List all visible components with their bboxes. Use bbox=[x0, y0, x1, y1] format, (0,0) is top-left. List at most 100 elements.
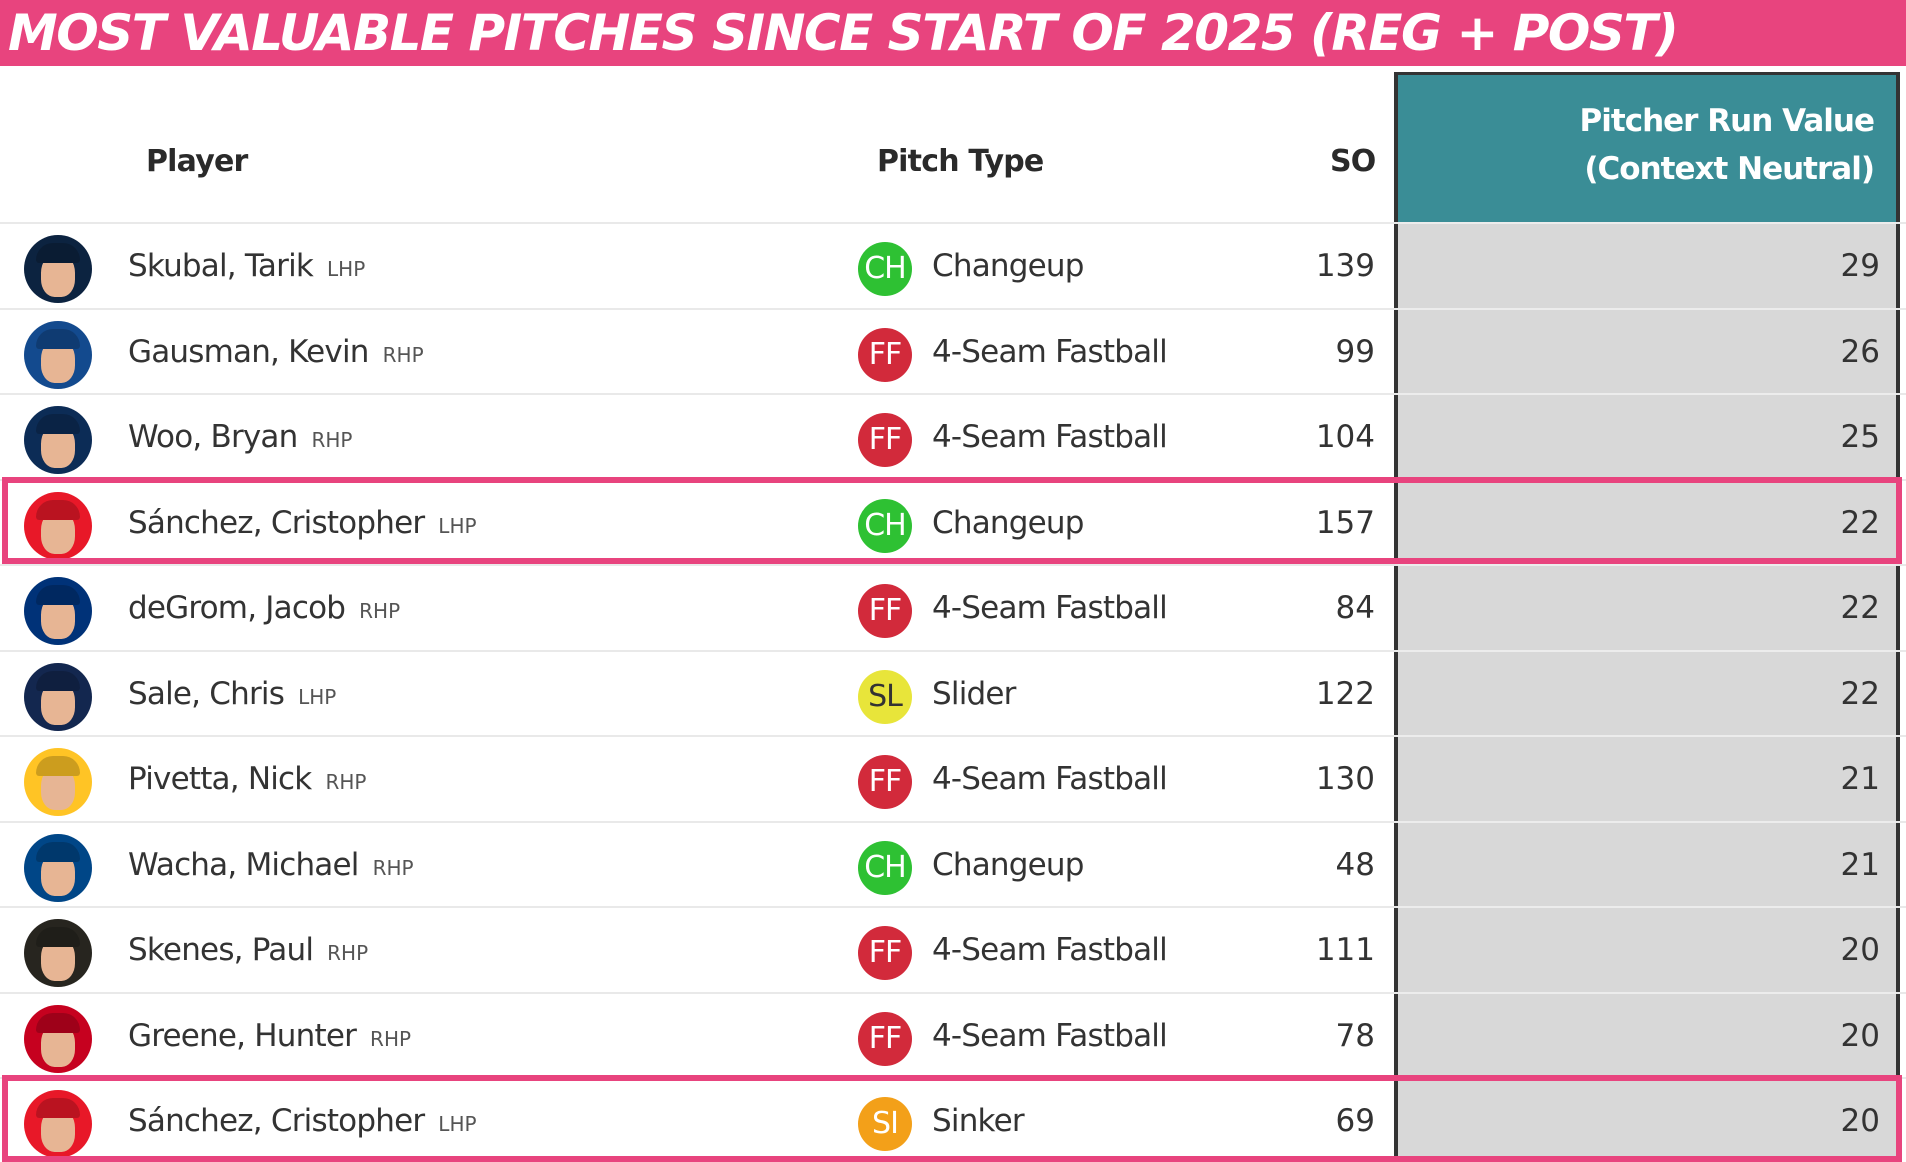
run-value-cell: 20 bbox=[1840, 1017, 1880, 1054]
run-value-cell: 25 bbox=[1840, 419, 1880, 455]
run-value-cell: 20 bbox=[1840, 932, 1880, 968]
run-value-row-divider bbox=[1398, 991, 1896, 994]
player-name-link[interactable]: Sánchez, Cristopher LHP bbox=[128, 1103, 477, 1139]
cap-icon bbox=[36, 328, 80, 349]
column-header-player[interactable]: Player bbox=[146, 144, 248, 179]
pitch-code-badge: FF bbox=[858, 1011, 912, 1066]
strikeouts-value: 130 bbox=[1315, 761, 1375, 797]
table-row[interactable]: Gausman, Kevin RHP FF 4-Seam Fastball 99 26 bbox=[0, 307, 1906, 394]
run-value-row-divider bbox=[1398, 478, 1896, 481]
player-name-link[interactable]: Woo, Bryan RHP bbox=[128, 419, 352, 455]
run-value-row-divider bbox=[1398, 222, 1896, 224]
pitch-type-name: 4-Seam Fastball bbox=[932, 590, 1168, 626]
pitch-type-name: 4-Seam Fastball bbox=[932, 333, 1168, 370]
table-row[interactable]: Woo, Bryan RHP FF 4-Seam Fastball 104 25 bbox=[0, 393, 1906, 479]
player-name: deGrom, Jacob bbox=[128, 590, 346, 626]
cap-icon bbox=[36, 1098, 80, 1118]
run-value-column: Pitcher Run Value (Context Neutral) bbox=[1394, 72, 1900, 1162]
player-headshot-avatar bbox=[24, 491, 92, 560]
run-value-cell: 22 bbox=[1840, 504, 1880, 541]
throwing-hand: RHP bbox=[311, 428, 353, 452]
player-name-link[interactable]: Skubal, Tarik LHP bbox=[128, 248, 365, 284]
throwing-hand: RHP bbox=[325, 770, 367, 794]
throwing-hand: RHP bbox=[327, 941, 369, 965]
table-row[interactable]: Pivetta, Nick RHP FF 4-Seam Fastball 130 21 bbox=[0, 735, 1906, 821]
run-value-cell: 21 bbox=[1840, 846, 1880, 883]
player-name-link[interactable]: Gausman, Kevin RHP bbox=[128, 334, 424, 370]
table-row[interactable]: Sánchez, Cristopher LHP CH Changeup 157 22 bbox=[0, 478, 1906, 565]
pitch-code-badge: CH bbox=[858, 242, 912, 296]
cap-icon bbox=[36, 927, 80, 947]
table-row[interactable]: Skubal, Tarik LHP CH Changeup 139 29 bbox=[0, 222, 1906, 308]
player-headshot-avatar bbox=[24, 1090, 92, 1158]
pitch-type-name: 4-Seam Fastball bbox=[932, 419, 1168, 455]
strikeouts-value: 48 bbox=[1335, 846, 1375, 883]
strikeouts-value: 139 bbox=[1315, 248, 1375, 284]
player-name: Sánchez, Cristopher bbox=[128, 504, 425, 541]
table-row[interactable]: Skenes, Paul RHP FF 4-Seam Fastball 111 20 bbox=[0, 906, 1906, 992]
pitch-type-name: Changeup bbox=[932, 248, 1084, 284]
cap-icon bbox=[36, 670, 80, 691]
run-value-cell: 22 bbox=[1840, 590, 1880, 626]
run-value-cell: 22 bbox=[1840, 675, 1880, 712]
run-value-row-divider bbox=[1398, 906, 1896, 908]
player-headshot-avatar bbox=[24, 662, 92, 731]
player-name-link[interactable]: Sánchez, Cristopher LHP bbox=[128, 505, 477, 541]
player-name-link[interactable]: Sale, Chris LHP bbox=[128, 676, 336, 712]
run-value-header-line2: (Context Neutral) bbox=[1584, 151, 1875, 187]
run-value-cell: 21 bbox=[1840, 761, 1880, 797]
throwing-hand: LHP bbox=[327, 257, 366, 281]
run-value-row-divider bbox=[1398, 307, 1896, 310]
player-headshot-avatar bbox=[24, 748, 92, 816]
run-value-row-divider bbox=[1398, 820, 1896, 823]
player-name-link[interactable]: Pivetta, Nick RHP bbox=[128, 761, 366, 797]
pitch-code-badge: CH bbox=[858, 840, 912, 895]
pitch-code-badge: SI bbox=[858, 1097, 912, 1151]
run-value-row-divider bbox=[1398, 564, 1896, 566]
strikeouts-value: 104 bbox=[1315, 419, 1375, 455]
player-headshot-avatar bbox=[24, 833, 92, 902]
pitch-leaderboard-table: Pitcher Run Value (Context Neutral) Play… bbox=[0, 66, 1906, 1162]
table-row[interactable]: Sale, Chris LHP SL Slider 122 22 bbox=[0, 649, 1906, 736]
throwing-hand: RHP bbox=[382, 342, 424, 367]
strikeouts-value: 99 bbox=[1335, 333, 1375, 370]
player-name-link[interactable]: deGrom, Jacob RHP bbox=[128, 590, 400, 626]
pitch-type-name: 4-Seam Fastball bbox=[932, 932, 1168, 968]
table-row[interactable]: deGrom, Jacob RHP FF 4-Seam Fastball 84 22 bbox=[0, 564, 1906, 650]
strikeouts-value: 69 bbox=[1335, 1103, 1375, 1139]
run-value-header-line1: Pitcher Run Value bbox=[1579, 103, 1875, 139]
cap-icon bbox=[36, 243, 80, 263]
pitch-type-name: Changeup bbox=[932, 846, 1084, 883]
table-row[interactable]: Wacha, Michael RHP CH Changeup 48 21 bbox=[0, 820, 1906, 907]
pitch-type-name: Changeup bbox=[932, 504, 1084, 541]
player-name: Sánchez, Cristopher bbox=[128, 1103, 425, 1139]
run-value-row-divider bbox=[1398, 393, 1896, 395]
player-headshot-avatar bbox=[24, 919, 92, 987]
pitch-code-badge: FF bbox=[858, 413, 912, 467]
player-headshot-avatar bbox=[24, 1004, 92, 1073]
throwing-hand: RHP bbox=[359, 599, 401, 623]
strikeouts-value: 111 bbox=[1315, 932, 1375, 968]
cap-icon bbox=[36, 841, 80, 862]
player-name-link[interactable]: Wacha, Michael RHP bbox=[128, 847, 414, 883]
strikeouts-value: 78 bbox=[1335, 1017, 1375, 1054]
player-name-link[interactable]: Greene, Hunter RHP bbox=[128, 1018, 411, 1054]
table-row[interactable]: Sánchez, Cristopher LHP SI Sinker 69 20 bbox=[0, 1077, 1906, 1162]
pitch-code-badge: FF bbox=[858, 327, 912, 382]
throwing-hand: RHP bbox=[372, 855, 414, 880]
table-row[interactable]: Greene, Hunter RHP FF 4-Seam Fastball 78 20 bbox=[0, 991, 1906, 1078]
pitch-type-name: 4-Seam Fastball bbox=[932, 1017, 1168, 1054]
pitch-type-name: Slider bbox=[932, 675, 1016, 712]
strikeouts-value: 157 bbox=[1315, 504, 1375, 541]
player-name: Skenes, Paul bbox=[128, 932, 314, 968]
run-value-header[interactable]: Pitcher Run Value (Context Neutral) bbox=[1398, 72, 1896, 222]
column-header-pitch-type[interactable]: Pitch Type bbox=[877, 144, 1044, 179]
player-name: Sale, Chris bbox=[128, 675, 285, 712]
throwing-hand: LHP bbox=[298, 684, 337, 709]
player-name: Woo, Bryan bbox=[128, 419, 298, 455]
player-name-link[interactable]: Skenes, Paul RHP bbox=[128, 932, 368, 968]
player-headshot-avatar bbox=[24, 235, 92, 303]
player-name: Wacha, Michael bbox=[128, 846, 359, 883]
run-value-cell: 20 bbox=[1840, 1103, 1880, 1139]
column-header-so[interactable]: SO bbox=[1330, 144, 1376, 179]
